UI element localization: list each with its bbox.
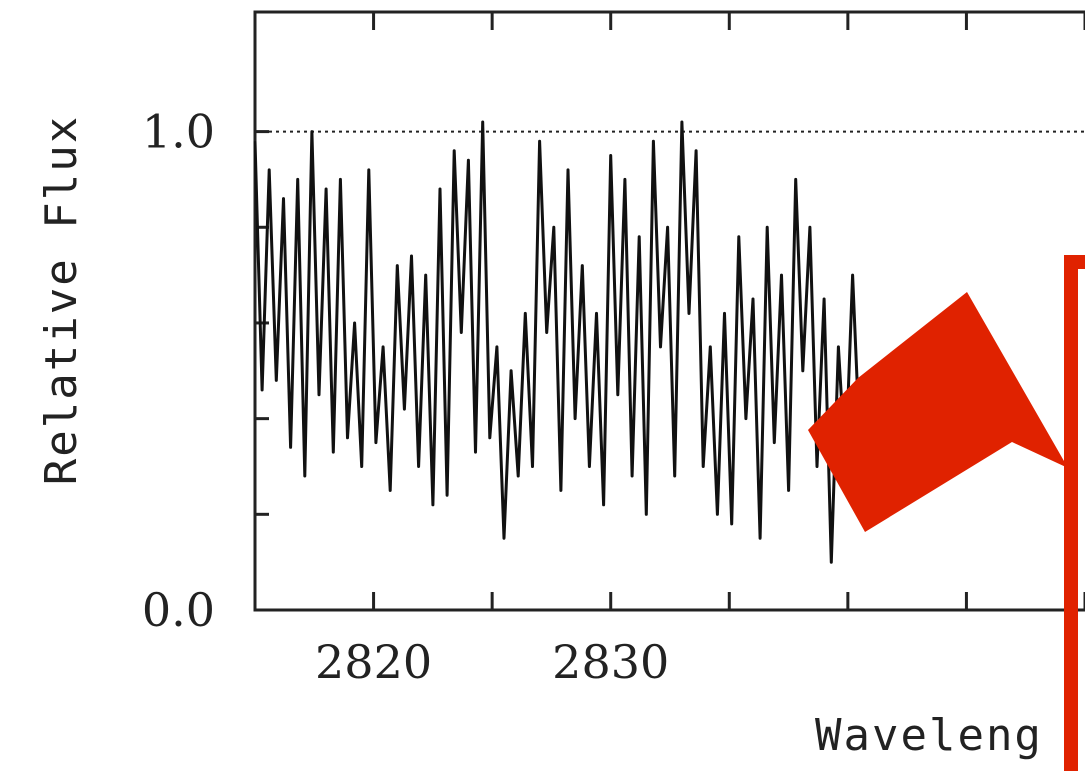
red-arrow-annotation [808,292,1068,532]
x-tick-label: 2820 [315,635,432,689]
flux-series-line [253,120,862,564]
y-tick-label: 0.0 [142,583,215,637]
plot-border [253,10,1085,612]
y-axis-tick-labels: 1.0 0.0 [142,105,215,637]
plot-frame [253,10,1085,612]
x-axis-ticks [253,12,1085,610]
red-box-annotation [1064,255,1085,771]
x-tick-label: 2830 [552,635,669,689]
x-axis-title: Waveleng [815,710,1043,761]
x-axis-tick-labels: 2820 2830 [315,635,669,689]
y-axis-title: Relative Flux [36,115,87,485]
y-tick-label: 1.0 [142,105,215,159]
